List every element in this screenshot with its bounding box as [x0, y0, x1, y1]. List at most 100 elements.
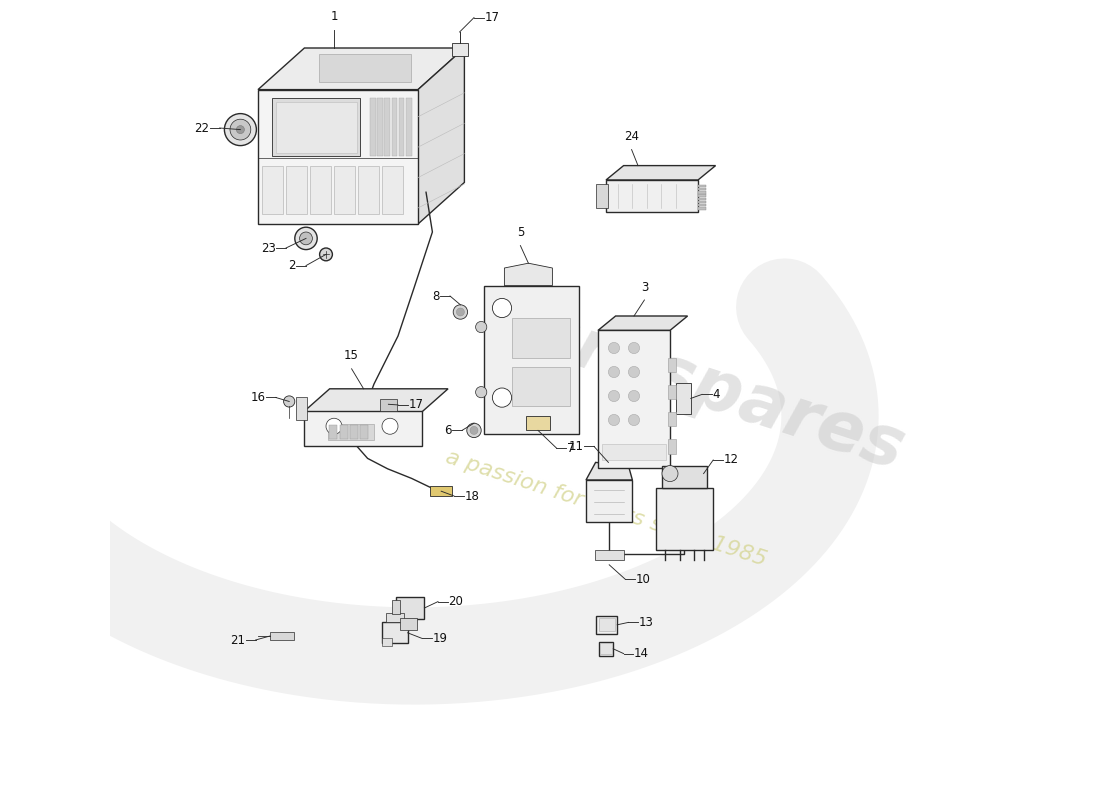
Bar [379, 398, 397, 410]
Bar [606, 180, 698, 212]
Bar [270, 632, 294, 640]
Circle shape [475, 322, 487, 333]
Bar [698, 204, 706, 206]
Circle shape [628, 390, 639, 402]
Bar [586, 480, 632, 522]
Text: 6: 6 [444, 424, 452, 437]
Bar [328, 424, 374, 440]
Bar [382, 166, 403, 214]
Text: 7: 7 [566, 442, 574, 454]
Circle shape [230, 119, 251, 140]
Bar [669, 358, 676, 372]
Bar [430, 486, 452, 496]
Circle shape [299, 232, 312, 245]
Text: 17: 17 [408, 398, 424, 411]
Bar [601, 643, 612, 654]
Circle shape [466, 423, 481, 438]
Bar [598, 618, 615, 631]
Polygon shape [418, 48, 464, 224]
Bar [656, 488, 713, 550]
Bar [384, 98, 390, 156]
Bar [382, 638, 392, 646]
Bar [399, 618, 417, 630]
Text: eurospares: eurospares [475, 284, 913, 484]
Bar [513, 318, 570, 358]
Polygon shape [606, 166, 716, 180]
Text: 14: 14 [634, 647, 649, 660]
Text: 4: 4 [713, 388, 719, 401]
Bar [452, 43, 468, 56]
Text: 10: 10 [636, 573, 650, 586]
Bar [669, 412, 676, 426]
Text: 1: 1 [330, 10, 338, 23]
Text: 12: 12 [724, 454, 738, 466]
Bar [676, 383, 691, 414]
Bar [319, 54, 410, 82]
Bar [484, 286, 579, 434]
Text: 20: 20 [449, 595, 463, 608]
Bar [296, 398, 307, 421]
Circle shape [456, 308, 464, 316]
Bar [698, 198, 706, 200]
Circle shape [475, 386, 487, 398]
Bar [370, 98, 375, 156]
Bar [669, 439, 676, 454]
Bar [334, 166, 355, 214]
Text: 2: 2 [288, 259, 296, 272]
Circle shape [236, 126, 244, 134]
Text: 5: 5 [517, 226, 524, 239]
Text: 21: 21 [230, 634, 245, 646]
Bar [698, 185, 706, 187]
Bar [329, 425, 338, 439]
Bar [392, 600, 399, 614]
Polygon shape [662, 466, 707, 488]
Bar [310, 166, 331, 214]
Bar [386, 613, 404, 622]
Circle shape [320, 248, 332, 261]
Bar [598, 642, 613, 656]
Circle shape [493, 298, 512, 318]
Bar [698, 194, 706, 197]
Text: 24: 24 [624, 130, 639, 143]
Bar [596, 184, 607, 208]
Polygon shape [598, 316, 688, 330]
Bar [304, 410, 422, 446]
Bar [358, 166, 378, 214]
Polygon shape [304, 389, 448, 412]
Bar [276, 102, 358, 153]
Bar [350, 425, 358, 439]
Text: 13: 13 [639, 616, 653, 629]
Bar [382, 622, 408, 643]
Text: 23: 23 [261, 242, 276, 254]
Text: 8: 8 [432, 290, 440, 302]
Text: 11: 11 [569, 440, 584, 453]
Bar [273, 98, 361, 156]
Text: 16: 16 [250, 391, 265, 404]
Bar [526, 416, 550, 430]
Polygon shape [586, 462, 632, 480]
Bar [340, 425, 348, 439]
Bar [513, 367, 570, 406]
Text: 18: 18 [464, 490, 480, 502]
Bar [392, 98, 397, 156]
Text: 17: 17 [484, 11, 499, 24]
Bar [396, 597, 425, 619]
Bar [596, 616, 617, 634]
Bar [602, 444, 666, 460]
Bar [258, 90, 418, 224]
Text: a passion for parts since 1985: a passion for parts since 1985 [443, 446, 769, 570]
Bar [406, 98, 411, 156]
Bar [698, 201, 706, 203]
Circle shape [608, 342, 619, 354]
Circle shape [470, 426, 478, 434]
Polygon shape [505, 263, 552, 286]
Circle shape [284, 396, 295, 407]
Polygon shape [258, 48, 464, 90]
Circle shape [628, 414, 639, 426]
Bar [286, 166, 307, 214]
Circle shape [224, 114, 256, 146]
Circle shape [662, 466, 678, 482]
Bar [698, 191, 706, 194]
Circle shape [608, 390, 619, 402]
Circle shape [382, 418, 398, 434]
